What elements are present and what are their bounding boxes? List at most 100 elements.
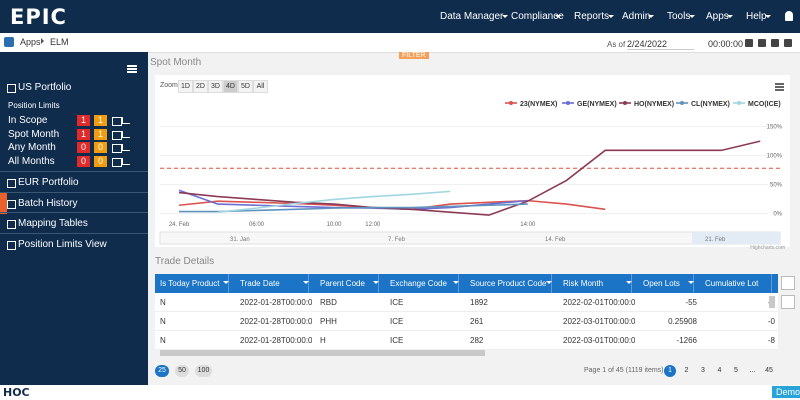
column-filter[interactable] <box>688 281 694 287</box>
zoom-button[interactable]: 4D <box>223 80 238 93</box>
menu-caret[interactable] <box>648 15 654 21</box>
column-header[interactable]: Source Product Code <box>465 274 552 293</box>
sidebar-icon <box>7 220 16 229</box>
sidebar-item[interactable]: EUR Portfolio <box>18 177 79 188</box>
column-header[interactable]: Open Lots <box>638 274 694 293</box>
zoom-label: Zoom <box>160 82 178 89</box>
page-size[interactable]: 100 <box>195 365 212 377</box>
refresh-button[interactable] <box>781 276 795 290</box>
toolbar-icon[interactable] <box>771 39 779 47</box>
page-button[interactable]: 3 <box>701 367 705 374</box>
grid-icon[interactable] <box>112 157 122 167</box>
sidebar-item[interactable]: Position Limits View <box>18 238 107 250</box>
page-button[interactable]: 1 <box>664 365 676 377</box>
limit-label[interactable]: Spot Month <box>8 128 60 140</box>
page-button[interactable]: ... <box>749 367 756 374</box>
column-header[interactable]: Cumulative Lot <box>700 274 772 293</box>
zoom-button[interactable]: 5D <box>238 80 253 93</box>
footer <box>0 385 800 400</box>
limit-badge-red[interactable]: 1 <box>77 128 90 140</box>
menu-caret[interactable] <box>765 15 771 21</box>
menu-item[interactable]: Apps <box>706 11 729 22</box>
column-filter[interactable] <box>626 281 632 287</box>
sidebar-menu-icon[interactable] <box>127 65 137 67</box>
limit-label[interactable]: All Months <box>8 155 55 167</box>
page-button[interactable]: 5 <box>734 367 738 374</box>
menu-caret[interactable] <box>608 15 614 21</box>
page-button[interactable]: 45 <box>765 367 773 374</box>
limit-badge-orange[interactable]: 1 <box>94 115 107 126</box>
as-of-date[interactable]: 2/24/2022 <box>627 39 694 50</box>
menu-caret[interactable] <box>502 15 508 21</box>
page-size[interactable]: 25 <box>155 365 169 377</box>
limit-badge-orange[interactable]: 1 <box>94 128 107 140</box>
menu-caret[interactable] <box>555 15 561 21</box>
zoom-button[interactable]: All <box>253 80 268 93</box>
page-button[interactable]: 2 <box>684 367 689 374</box>
y-tick-label: 150% <box>767 125 783 131</box>
chart-icon[interactable] <box>122 117 130 124</box>
limit-badge-red[interactable]: 1 <box>77 115 90 126</box>
footer-logo: HOC <box>3 386 30 399</box>
filter-button[interactable]: FILTER <box>399 52 429 59</box>
menu-caret[interactable] <box>689 15 695 21</box>
chart-icon[interactable] <box>122 130 130 138</box>
menu-item[interactable]: Data Manager <box>440 11 504 22</box>
home-icon[interactable] <box>4 37 14 47</box>
column-header[interactable]: Is Today Product <box>155 274 229 293</box>
table-cell: 2022-03-01T00:00:00 <box>563 336 635 345</box>
horizontal-scrollbar[interactable] <box>160 350 485 356</box>
credits: Highcharts.com <box>750 245 785 251</box>
column-header[interactable]: Parent Code <box>315 274 379 293</box>
zoom-button[interactable]: 2D <box>193 80 208 93</box>
legend-label: MCO(ICE) <box>748 101 781 108</box>
sidebar-item[interactable]: Mapping Tables <box>18 218 88 229</box>
chart-menu[interactable] <box>775 83 784 85</box>
logo[interactable]: EPIC <box>10 5 67 29</box>
chart-icon[interactable] <box>122 144 130 151</box>
menu-item[interactable]: Reports <box>574 11 610 22</box>
limit-label[interactable]: In Scope <box>8 115 48 126</box>
menu-item[interactable]: Compliance <box>511 11 564 22</box>
page-button[interactable]: 4 <box>717 367 722 374</box>
limit-badge-red[interactable]: 0 <box>77 155 90 167</box>
column-filter[interactable] <box>303 281 309 287</box>
grid-icon[interactable] <box>112 144 122 153</box>
breadcrumb[interactable]: Apps <box>20 37 41 47</box>
sidebar-item[interactable]: US Portfolio <box>18 82 72 93</box>
y-tick-label: 100% <box>767 154 783 160</box>
toolbar-icon[interactable] <box>758 39 766 47</box>
column-header[interactable]: Trade Date <box>235 274 309 293</box>
side-tab[interactable] <box>0 192 7 214</box>
vertical-scrollbar[interactable] <box>769 296 775 308</box>
user-icon[interactable] <box>785 11 793 21</box>
column-header[interactable]: Exchange Code <box>385 274 459 293</box>
toolbar-icon[interactable] <box>745 39 753 47</box>
menu-caret[interactable] <box>727 15 733 21</box>
column-filter[interactable] <box>373 281 379 287</box>
column-filter[interactable] <box>546 281 552 287</box>
table-cell: ICE <box>390 336 404 345</box>
filter-toggle[interactable] <box>781 295 795 309</box>
table-cell: 261 <box>470 317 484 326</box>
grid-icon[interactable] <box>112 130 122 140</box>
breadcrumb[interactable]: ELM <box>50 37 69 47</box>
page-info: Page 1 of 45 (1119 items) <box>584 367 664 374</box>
limit-badge-red[interactable]: 0 <box>77 142 90 153</box>
sidebar-item[interactable]: Batch History <box>18 197 78 209</box>
page-size[interactable]: 50 <box>175 365 189 377</box>
menu-item[interactable]: Help <box>746 11 767 22</box>
limit-badge-orange[interactable]: 0 <box>94 155 107 167</box>
menu-item[interactable]: Admin <box>622 11 651 22</box>
zoom-button[interactable]: 1D <box>178 80 193 93</box>
chart-icon[interactable] <box>122 157 130 165</box>
menu-item[interactable]: Tools <box>667 11 691 22</box>
zoom-button[interactable]: 3D <box>208 80 223 93</box>
grid-icon[interactable] <box>112 117 122 126</box>
column-filter[interactable] <box>453 281 459 287</box>
column-header[interactable]: Risk Month <box>558 274 632 293</box>
limit-label[interactable]: Any Month <box>8 142 56 153</box>
limit-badge-orange[interactable]: 0 <box>94 142 107 153</box>
column-filter[interactable] <box>223 281 229 287</box>
toolbar-icon[interactable] <box>784 39 792 47</box>
